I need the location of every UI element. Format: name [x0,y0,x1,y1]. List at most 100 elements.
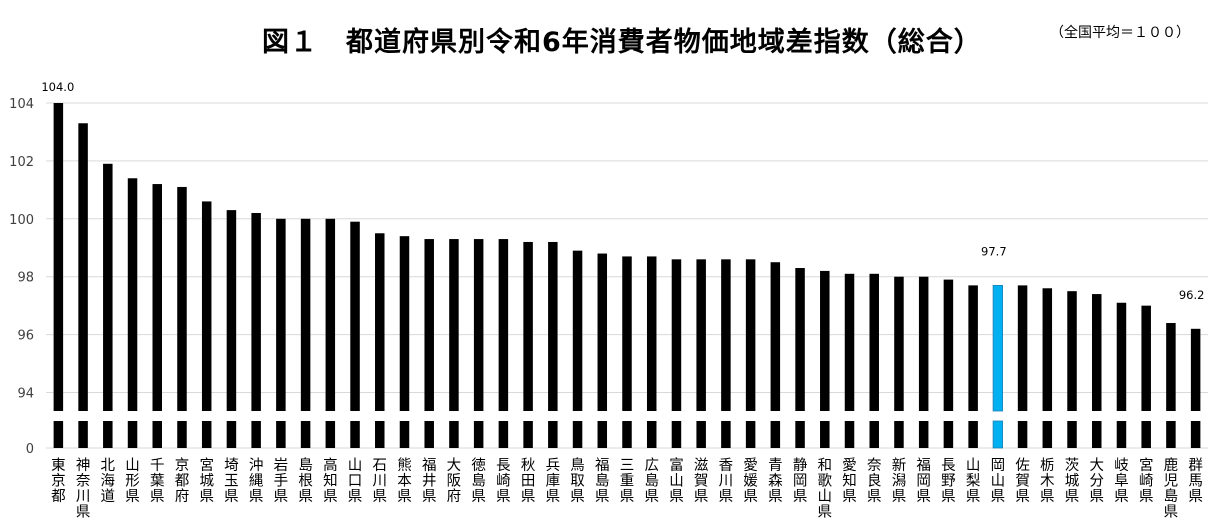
x-tick-label: 大分県 [1089,457,1104,505]
x-tick-label: 宮崎県 [1139,457,1154,505]
bar-長崎県 [498,239,509,411]
x-tick-label: 茨城県 [1065,457,1080,505]
bar-長野県 [943,279,954,411]
bar-愛知県 [844,273,855,411]
bar-lower-神奈川県 [78,421,88,448]
bar-奈良県 [869,273,879,411]
x-tick-label: 宮城県 [199,457,214,505]
x-tick-label: 岩手県 [274,457,289,505]
bar-福岡県 [918,276,929,411]
bar-lower-長野県 [943,421,954,448]
bar-東京都 [53,103,64,411]
bar-lower-鳥取県 [572,421,583,448]
x-tick-label: 三重県 [620,458,635,505]
x-tick-label: 石川県 [373,458,388,505]
x-tick-label: 愛媛県 [743,457,758,505]
bar-lower-島根県 [300,421,311,448]
bar-岡山県 [992,284,1004,412]
x-tick-label: 佐賀県 [1015,457,1030,505]
bar-神奈川県 [78,123,88,411]
bar-京都府 [177,186,187,411]
bar-鹿児島県 [1166,323,1176,411]
bar-兵庫県 [548,241,558,411]
x-tick-label: 徳島県 [471,457,486,505]
x-tick-label: 和歌山県 [818,457,833,521]
bar-lower-東京都 [53,421,64,448]
bar-山形県 [127,178,138,411]
x-tick-label: 青森県 [768,457,783,505]
x-tick-label: 静岡県 [793,457,808,505]
y-tick-label: 96 [17,329,34,344]
y-tick-label: 100 [9,213,34,228]
bar-山梨県 [968,285,978,411]
bar-lower-千葉県 [152,421,163,448]
bar-lower-山梨県 [968,421,978,448]
bar-静岡県 [795,268,805,411]
bar-千葉県 [152,184,163,411]
bar-lower-愛媛県 [745,421,756,448]
x-tick-label: 群馬県 [1188,457,1203,505]
bar-福井県 [424,239,434,411]
bar-lower-埼玉県 [226,421,237,448]
bar-lower-高知県 [325,421,336,448]
bar-lower-熊本県 [399,421,410,448]
bar-青森県 [770,262,781,411]
bar-佐賀県 [1017,285,1028,411]
x-tick-label: 鹿児島県 [1164,457,1179,521]
bar-lower-青森県 [770,421,781,448]
bar-lower-栃木県 [1042,421,1053,448]
x-tick-label: 長崎県 [496,458,511,505]
bar-岐阜県 [1116,302,1127,411]
bar-lower-茨城県 [1067,421,1077,448]
bar-石川県 [375,233,385,411]
x-tick-label: 山形県 [125,457,140,505]
x-tick-label: 熊本県 [397,457,412,505]
bar-和歌山県 [820,270,830,411]
x-tick-label: 富山県 [669,456,684,505]
chart-note: （全国平均＝１００） [1050,25,1190,41]
bar-山口県 [350,221,360,411]
bar-lower-福岡県 [918,421,929,448]
bar-lower-奈良県 [869,421,879,448]
x-tick-label: 長野県 [941,458,956,505]
x-tick-label: 秋田県 [521,457,536,505]
bar-lower-三重県 [622,421,632,448]
bar-lower-山口県 [350,421,360,448]
y-tick-label: 104 [9,97,34,112]
bar-lower-香川県 [721,421,731,448]
bar-大分県 [1091,294,1102,411]
bar-愛媛県 [745,259,756,411]
bar-香川県 [721,259,731,411]
x-tick-label: 山梨県 [966,457,981,505]
bar-群馬県 [1190,328,1201,411]
x-tick-label: 北海道 [101,457,116,505]
bar-lower-群馬県 [1190,421,1201,448]
x-tick-label: 神奈川県 [76,457,91,521]
data-label: 104.0 [41,80,74,94]
bar-滋賀県 [696,259,706,411]
bar-lower-岩手県 [276,421,286,448]
bar-lower-鹿児島県 [1166,421,1176,448]
bar-lower-福島県 [597,421,608,448]
bar-lower-長崎県 [498,421,509,448]
bar-lower-富山県 [671,421,682,448]
bar-富山県 [671,259,682,411]
bar-三重県 [622,256,632,411]
bar-lower-滋賀県 [696,421,706,448]
bar-徳島県 [473,239,484,411]
bar-lower-秋田県 [523,421,533,448]
bar-岩手県 [276,218,286,411]
x-tick-label: 香川県 [719,457,734,505]
x-tick-label: 福岡県 [916,457,931,505]
bar-lower-京都府 [177,421,187,448]
bar-lower-北海道 [103,421,113,448]
bar-熊本県 [399,236,410,411]
bar-lower-和歌山県 [820,421,830,448]
bar-島根県 [300,218,311,411]
bar-福島県 [597,253,608,411]
bar-埼玉県 [226,210,237,411]
bar-大阪府 [449,239,459,411]
x-tick-label: 岐阜県 [1114,457,1129,505]
bar-lower-広島県 [646,421,657,448]
